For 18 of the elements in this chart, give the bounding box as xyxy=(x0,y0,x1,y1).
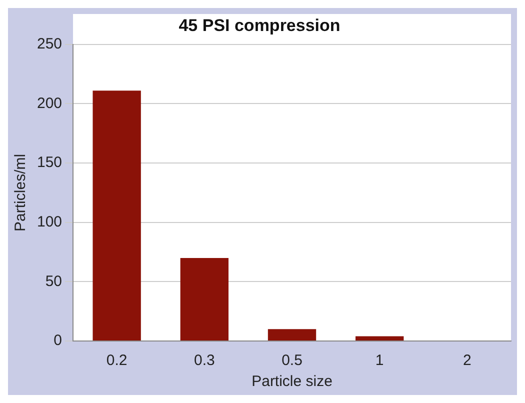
x-tick-label: 0.3 xyxy=(194,352,215,370)
chart-title: 45 PSI compression xyxy=(178,16,340,35)
y-tick-label: 0 xyxy=(54,332,62,350)
x-tick-label: 0.2 xyxy=(106,352,128,370)
y-tick-label: 150 xyxy=(36,154,62,172)
y-tick-label: 200 xyxy=(36,94,62,112)
x-tick-label: 1 xyxy=(375,352,384,370)
bar xyxy=(180,258,229,340)
x-tick-label: 2 xyxy=(463,352,472,370)
bar xyxy=(92,90,141,340)
y-tick-label: 50 xyxy=(45,272,62,290)
bar xyxy=(356,336,404,340)
y-tick-label: 250 xyxy=(36,36,62,53)
y-axis-title: Particles/ml xyxy=(12,154,30,232)
bar xyxy=(268,329,316,340)
y-tick-label: 100 xyxy=(36,214,62,230)
x-tick-label: 0.5 xyxy=(282,352,302,370)
x-axis-title: Particle size xyxy=(252,373,332,390)
